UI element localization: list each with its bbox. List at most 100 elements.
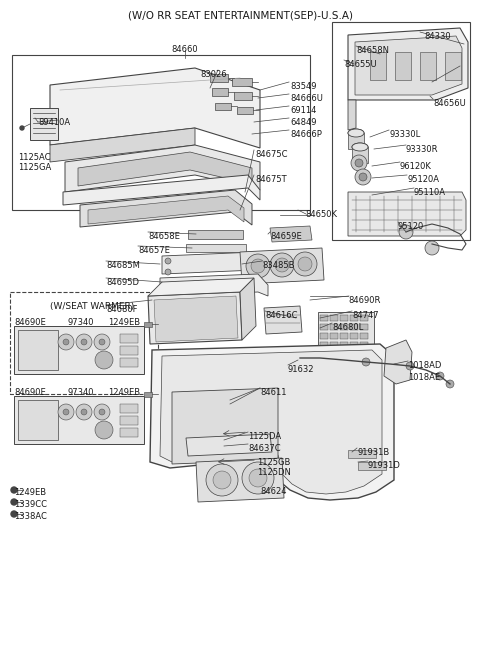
Circle shape (99, 339, 105, 345)
Bar (420, 52, 436, 80)
Polygon shape (160, 350, 382, 494)
Circle shape (242, 462, 274, 494)
Circle shape (351, 155, 367, 171)
Polygon shape (240, 248, 324, 284)
Polygon shape (150, 344, 394, 500)
Polygon shape (264, 306, 302, 334)
Text: 1249EB: 1249EB (108, 318, 140, 327)
Text: 1249EB: 1249EB (108, 388, 140, 397)
Text: 84690E: 84690E (14, 388, 46, 397)
Bar (14, 396, 144, 444)
Circle shape (355, 169, 371, 185)
Polygon shape (50, 68, 260, 148)
Bar (18, 330, 58, 370)
Circle shape (95, 421, 113, 439)
Polygon shape (172, 388, 278, 464)
Text: 84637C: 84637C (248, 444, 281, 453)
Polygon shape (80, 190, 252, 227)
Text: 1125AC: 1125AC (18, 153, 50, 162)
Bar (120, 428, 138, 437)
Text: 93330R: 93330R (406, 145, 439, 154)
Text: 1018AD: 1018AD (408, 361, 442, 370)
Bar (234, 92, 252, 100)
Text: 84690E: 84690E (14, 318, 46, 327)
Bar (320, 315, 328, 321)
Circle shape (20, 126, 24, 130)
Text: 1018AE: 1018AE (408, 373, 440, 382)
Circle shape (58, 404, 74, 420)
Circle shape (81, 339, 87, 345)
Bar (30, 108, 58, 140)
Bar (340, 324, 348, 330)
Text: 97340: 97340 (67, 388, 94, 397)
Circle shape (11, 487, 17, 493)
Text: 84666P: 84666P (290, 130, 322, 139)
Text: 84747: 84747 (352, 311, 379, 320)
Circle shape (362, 358, 370, 366)
Polygon shape (63, 175, 260, 205)
Text: 1125DN: 1125DN (257, 468, 291, 477)
Polygon shape (196, 458, 284, 502)
Text: 84695D: 84695D (106, 278, 139, 287)
Text: 1125GA: 1125GA (18, 163, 51, 172)
Bar (360, 324, 368, 330)
Text: 84680F: 84680F (106, 305, 137, 314)
Text: 84685M: 84685M (106, 261, 140, 270)
Circle shape (213, 471, 231, 489)
Circle shape (293, 252, 317, 276)
Bar (348, 450, 376, 458)
Polygon shape (50, 128, 195, 162)
Bar (395, 52, 411, 80)
Text: 84659E: 84659E (270, 232, 302, 241)
Bar (445, 52, 461, 80)
Polygon shape (240, 278, 256, 340)
Circle shape (399, 225, 413, 239)
Bar (330, 342, 338, 348)
Polygon shape (348, 192, 466, 236)
Bar (215, 103, 231, 110)
Bar (360, 315, 368, 321)
Text: 89410A: 89410A (38, 118, 70, 127)
Circle shape (165, 258, 171, 264)
Circle shape (95, 351, 113, 369)
Bar (120, 416, 138, 425)
Text: 84658N: 84658N (356, 46, 389, 55)
Bar (210, 74, 228, 82)
Text: 64849: 64849 (290, 118, 316, 127)
Bar (348, 133, 364, 149)
Circle shape (76, 404, 92, 420)
Circle shape (94, 404, 110, 420)
Bar (18, 400, 58, 440)
Bar (352, 147, 368, 163)
Text: 95120A: 95120A (407, 175, 439, 184)
Circle shape (204, 281, 216, 293)
Text: 95120: 95120 (398, 222, 424, 231)
Text: 83485B: 83485B (262, 261, 295, 270)
Bar (340, 342, 348, 348)
Bar (330, 324, 338, 330)
Circle shape (58, 334, 74, 350)
Bar (237, 107, 253, 114)
Circle shape (11, 511, 17, 517)
Polygon shape (160, 274, 268, 296)
Text: 84611: 84611 (260, 388, 287, 397)
Text: 1249EB: 1249EB (14, 488, 46, 497)
Circle shape (99, 409, 105, 415)
Circle shape (63, 339, 69, 345)
Text: 84624: 84624 (260, 487, 287, 496)
Circle shape (11, 499, 17, 505)
Polygon shape (348, 28, 468, 100)
Text: 93330L: 93330L (389, 130, 420, 139)
Bar (232, 78, 252, 86)
Polygon shape (88, 196, 244, 224)
Text: 84660: 84660 (172, 45, 198, 54)
Polygon shape (154, 296, 238, 342)
Text: 84675T: 84675T (255, 175, 287, 184)
Bar (10, 292, 158, 394)
Bar (212, 88, 228, 96)
Text: 84656U: 84656U (433, 99, 466, 108)
Text: (W/O RR SEAT ENTERTAINMENT(SEP)-U.S.A): (W/O RR SEAT ENTERTAINMENT(SEP)-U.S.A) (128, 10, 352, 20)
Bar (350, 315, 358, 321)
Text: 97340: 97340 (67, 318, 94, 327)
Ellipse shape (348, 129, 364, 137)
